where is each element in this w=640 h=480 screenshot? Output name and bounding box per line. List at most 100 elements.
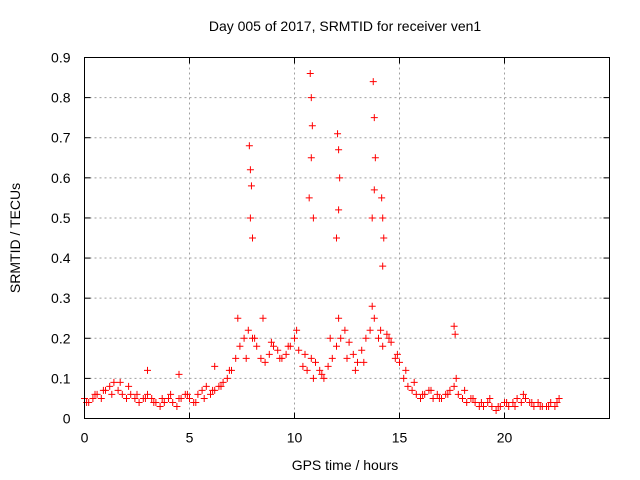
data-point (427, 386, 435, 394)
data-point (295, 346, 303, 354)
data-point (379, 214, 387, 222)
data-point (192, 398, 200, 406)
data-point (318, 370, 326, 378)
data-point (534, 398, 542, 406)
data-point (391, 354, 399, 362)
data-point (335, 314, 343, 322)
y-tick-label: 0 (63, 411, 71, 427)
data-point (385, 334, 393, 342)
data-point (377, 326, 385, 334)
data-point (417, 394, 424, 402)
data-point (450, 382, 458, 390)
data-point (522, 394, 529, 402)
data-point (511, 402, 519, 410)
data-point (114, 386, 122, 394)
data-point (450, 322, 458, 330)
data-point (144, 390, 151, 398)
data-point (242, 354, 250, 362)
data-point (251, 334, 259, 342)
data-point (274, 346, 282, 354)
data-point (257, 354, 265, 362)
data-point (202, 382, 210, 390)
data-point (335, 206, 343, 214)
data-point (517, 398, 525, 406)
data-point (131, 394, 139, 402)
data-point (393, 350, 401, 358)
data-point (265, 350, 273, 358)
data-point (175, 370, 183, 378)
data-point (375, 334, 382, 342)
data-point (459, 394, 466, 402)
data-point (127, 390, 135, 398)
data-point (379, 262, 387, 270)
data-point (452, 374, 460, 382)
data-point (89, 394, 97, 402)
data-point (207, 390, 214, 398)
data-point (334, 130, 342, 138)
data-point (370, 186, 378, 194)
data-point (125, 382, 133, 390)
data-point (307, 354, 315, 362)
data-point (433, 390, 441, 398)
data-point (530, 402, 538, 410)
data-point (328, 354, 336, 362)
data-point (225, 366, 233, 374)
data-point (419, 390, 427, 398)
data-point (116, 378, 124, 386)
data-point (236, 342, 244, 350)
y-tick-label: 0.7 (51, 130, 71, 146)
data-point (240, 334, 248, 342)
data-point (91, 390, 99, 398)
data-point (410, 378, 418, 386)
y-tick-labels: 0 0.1 0.2 0.3 0.4 0.5 0.6 0.7 0.8 0.9 (51, 50, 71, 427)
data-point (144, 366, 151, 374)
data-point (509, 398, 517, 406)
data-point (553, 398, 561, 406)
data-point (301, 350, 309, 358)
data-point (551, 402, 559, 410)
y-tick-label: 0.4 (51, 250, 71, 266)
x-tick-label: 10 (287, 430, 303, 446)
data-point (309, 214, 317, 222)
data-point (370, 314, 378, 322)
data-point (175, 394, 183, 402)
data-point (118, 390, 126, 398)
plot-frame (84, 57, 610, 419)
x-tick-labels: 0 5 10 15 20 (81, 430, 513, 446)
data-point (245, 142, 253, 150)
data-point (249, 234, 256, 242)
data-point (97, 394, 105, 402)
data-point (349, 350, 357, 358)
data-point (209, 386, 217, 394)
data-point (211, 362, 219, 370)
data-point (293, 326, 301, 334)
y-tick-label: 0.8 (51, 90, 71, 106)
data-point (380, 234, 388, 242)
data-point (492, 406, 500, 414)
y-tick-label: 0.3 (51, 290, 71, 306)
data-point (165, 394, 172, 402)
data-point (488, 402, 496, 410)
data-point (370, 114, 378, 122)
data-point (486, 394, 494, 402)
data-point (461, 386, 469, 394)
data-point (494, 402, 502, 410)
data-point (378, 194, 386, 202)
data-point (341, 326, 349, 334)
data-point (259, 314, 267, 322)
axis-ticks (84, 57, 610, 419)
data-point (366, 326, 374, 334)
data-point (369, 78, 377, 86)
data-point (362, 334, 370, 342)
x-tick-label: 15 (392, 430, 408, 446)
data-point (451, 330, 459, 338)
data-point (303, 366, 311, 374)
data-point (396, 358, 403, 366)
data-point (108, 390, 116, 398)
data-point (463, 398, 471, 406)
data-point (412, 390, 420, 398)
data-point (404, 382, 412, 390)
data-point (194, 390, 202, 398)
x-axis-label: GPS time / hours (292, 457, 399, 473)
y-axis-label: SRMTID / TECUs (7, 183, 23, 293)
